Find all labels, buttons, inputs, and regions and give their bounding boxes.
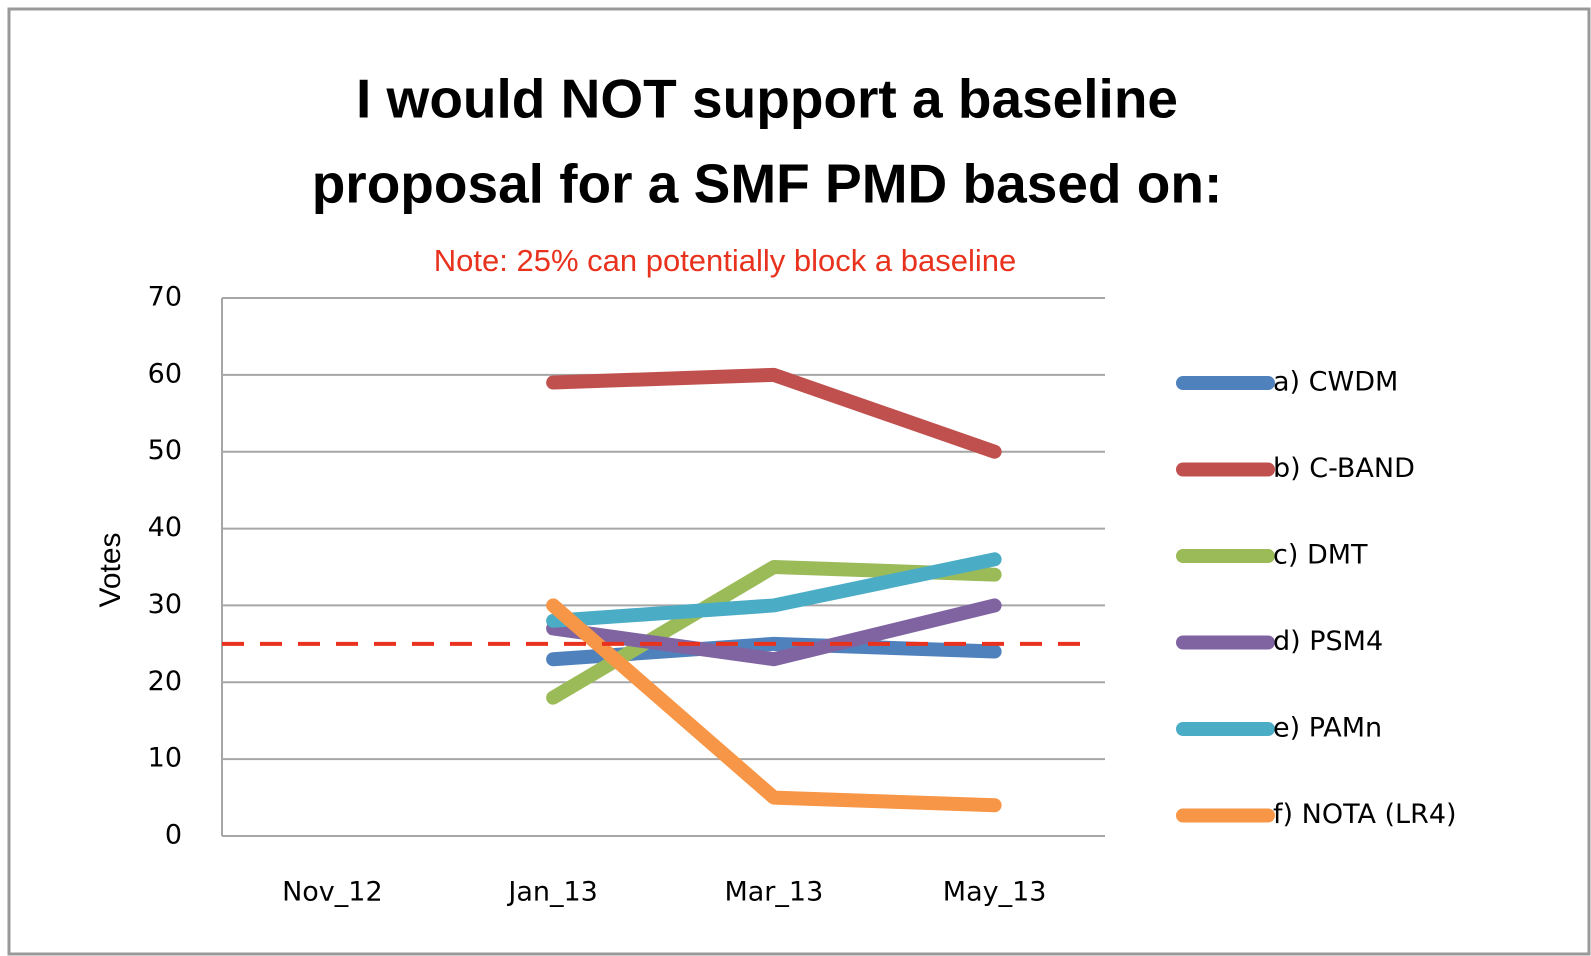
legend-label: a) CWDM	[1273, 367, 1398, 398]
y-axis-label: Votes	[94, 532, 127, 607]
x-tick-label: May_13	[943, 877, 1047, 908]
chart-title: proposal for a SMF PMD based on:	[312, 153, 1223, 215]
series-line	[546, 367, 1002, 459]
chart-title: I would NOT support a baseline	[356, 68, 1178, 130]
legend-label: b) C-BAND	[1273, 453, 1415, 484]
y-tick-label: 10	[148, 743, 182, 774]
y-tick-label: 70	[148, 282, 182, 313]
x-tick-label: Nov_12	[282, 877, 383, 908]
series-line	[546, 552, 1002, 628]
y-tick-label: 0	[165, 820, 182, 851]
legend-label: c) DMT	[1273, 540, 1368, 571]
y-tick-label: 60	[148, 358, 182, 389]
x-tick-label: Mar_13	[724, 877, 823, 908]
series-line	[546, 598, 1002, 667]
y-tick-label: 30	[148, 589, 182, 620]
series-line	[546, 598, 1002, 813]
y-tick-label: 20	[148, 666, 182, 697]
y-tick-label: 50	[148, 435, 182, 466]
legend-label: f) NOTA (LR4)	[1273, 799, 1457, 830]
x-tick-label: Jan_13	[506, 877, 597, 908]
y-tick-label: 40	[148, 512, 182, 543]
annotation: Note: 25% can potentially block a baseli…	[434, 243, 1016, 278]
legend-label: e) PAMn	[1273, 713, 1382, 744]
legend-label: d) PSM4	[1273, 626, 1383, 657]
